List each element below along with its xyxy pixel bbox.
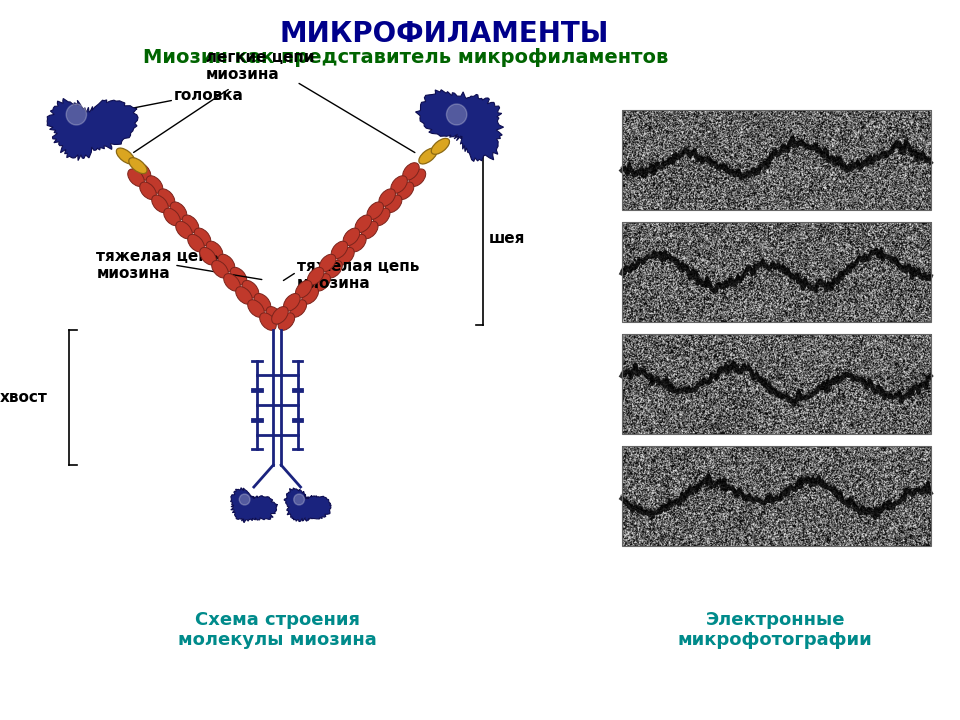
Ellipse shape [397, 182, 414, 199]
Ellipse shape [391, 176, 407, 193]
Ellipse shape [343, 228, 360, 246]
Circle shape [446, 104, 467, 125]
Ellipse shape [218, 254, 235, 271]
Ellipse shape [182, 215, 199, 233]
Text: хвост: хвост [0, 390, 47, 405]
Ellipse shape [320, 254, 336, 271]
Ellipse shape [331, 241, 348, 258]
Ellipse shape [146, 176, 163, 193]
Ellipse shape [134, 163, 151, 180]
Ellipse shape [260, 312, 276, 330]
Ellipse shape [230, 267, 247, 285]
Text: головка: головка [174, 88, 244, 102]
Ellipse shape [188, 234, 204, 252]
Ellipse shape [431, 138, 449, 154]
Ellipse shape [170, 202, 187, 220]
Ellipse shape [129, 158, 147, 174]
Text: тяжелая цепь
миозина: тяжелая цепь миозина [96, 249, 219, 282]
Ellipse shape [248, 300, 264, 318]
Ellipse shape [200, 248, 216, 265]
Polygon shape [284, 488, 331, 521]
Text: Схема строения
молекулы миозина: Схема строения молекулы миозина [178, 611, 376, 649]
Text: МИКРОФИЛАМЕНТЫ: МИКРОФИЛАМЕНТЫ [279, 20, 610, 48]
Bar [621, 334, 931, 434]
Ellipse shape [254, 294, 271, 311]
Ellipse shape [224, 274, 240, 291]
Ellipse shape [290, 300, 306, 318]
Ellipse shape [278, 312, 295, 330]
Ellipse shape [385, 195, 402, 212]
Polygon shape [416, 90, 504, 161]
Ellipse shape [164, 208, 180, 225]
Ellipse shape [302, 287, 319, 304]
Ellipse shape [349, 234, 366, 252]
Ellipse shape [373, 208, 390, 225]
Ellipse shape [338, 248, 354, 265]
Ellipse shape [176, 221, 192, 239]
Ellipse shape [116, 148, 134, 164]
Ellipse shape [325, 261, 343, 278]
Circle shape [294, 494, 304, 505]
Text: шея: шея [490, 231, 526, 246]
Text: тяжелая цепь
миозина: тяжелая цепь миозина [297, 258, 419, 291]
Text: Электронные
микрофотографии: Электронные микрофотографии [678, 611, 873, 649]
Polygon shape [47, 99, 138, 161]
Ellipse shape [367, 202, 383, 220]
Ellipse shape [419, 148, 437, 164]
Text: Миозин как представитель микрофиламентов: Миозин как представитель микрофиламентов [143, 48, 668, 67]
Ellipse shape [362, 221, 378, 239]
Bar [621, 222, 931, 322]
Bar [621, 110, 931, 210]
Circle shape [66, 104, 86, 125]
Circle shape [239, 494, 250, 505]
Ellipse shape [212, 261, 228, 278]
Ellipse shape [296, 281, 312, 298]
Ellipse shape [272, 307, 288, 324]
Polygon shape [230, 487, 277, 523]
Ellipse shape [206, 241, 223, 258]
Text: легкие цепи
миозина: легкие цепи миозина [206, 50, 315, 82]
Ellipse shape [140, 182, 156, 199]
Ellipse shape [158, 189, 175, 207]
Ellipse shape [307, 267, 324, 285]
Ellipse shape [355, 215, 372, 233]
Ellipse shape [128, 169, 144, 186]
Ellipse shape [236, 287, 252, 304]
Ellipse shape [403, 163, 420, 180]
Ellipse shape [409, 169, 425, 186]
Ellipse shape [152, 195, 168, 212]
Ellipse shape [266, 307, 282, 324]
Ellipse shape [194, 228, 211, 246]
Ellipse shape [379, 189, 396, 207]
Bar [621, 446, 931, 546]
Ellipse shape [283, 294, 300, 311]
Ellipse shape [314, 274, 330, 291]
Ellipse shape [242, 280, 259, 298]
